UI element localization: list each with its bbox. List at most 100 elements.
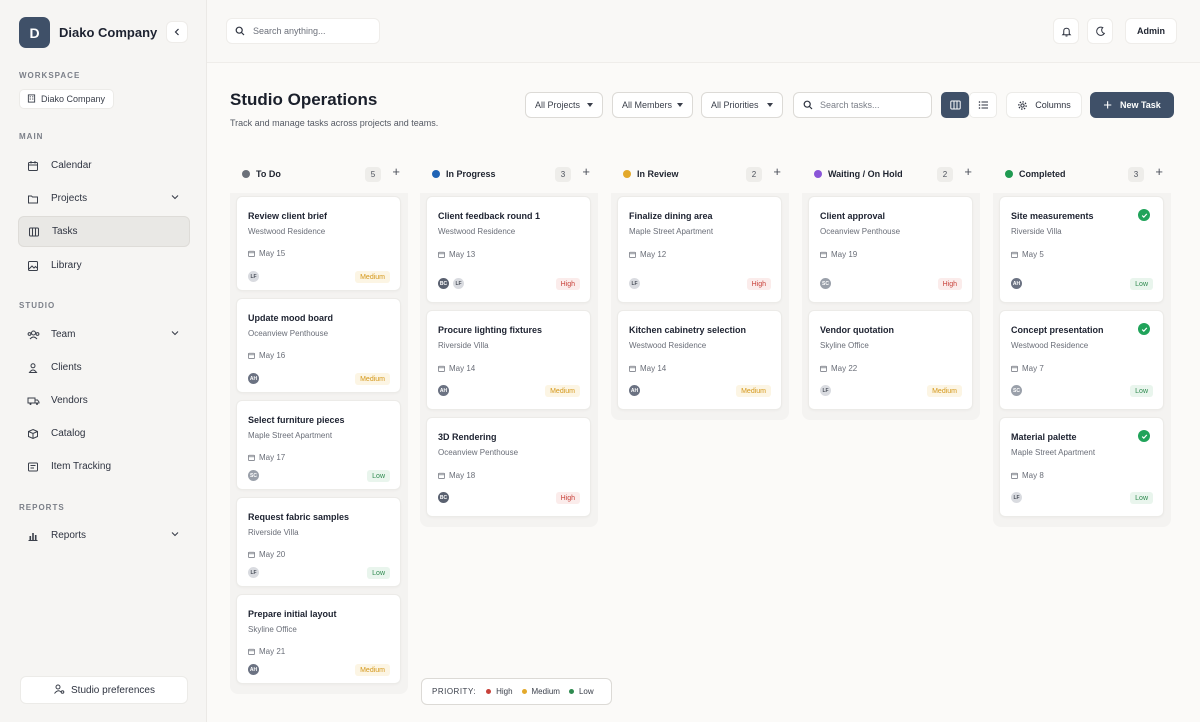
add-task-icon[interactable]: + [1155, 164, 1163, 179]
task-card[interactable]: Procure lighting fixtures Riverside Villa… [426, 310, 591, 410]
calendar-icon [26, 159, 40, 173]
task-due-date: May 20 [248, 550, 285, 559]
sidebar-item-clients[interactable]: Clients [18, 352, 190, 383]
task-title: 3D Rendering [438, 432, 497, 442]
avatar: LF [628, 277, 641, 290]
task-card[interactable]: Client approval Oceanview Penthouse May 19… [808, 196, 973, 303]
task-card[interactable]: Site measurements Riverside Villa May 5 AH L… [999, 196, 1164, 303]
sidebar-item-label: Library [51, 260, 82, 271]
notifications-button[interactable] [1053, 18, 1079, 44]
status-dot [1005, 170, 1013, 178]
theme-toggle-button[interactable] [1087, 18, 1113, 44]
task-card[interactable]: Client feedback round 1 Westwood Residenc… [426, 196, 591, 303]
column-body: Finalize dining area Maple Street Apartme… [611, 193, 789, 420]
column-header: Waiting / On Hold 2 + [802, 155, 980, 193]
task-project: Riverside Villa [438, 341, 489, 350]
low-dot [568, 689, 574, 694]
task-card[interactable]: Concept presentation Westwood Residence Ma… [999, 310, 1164, 410]
projects-filter-label: All Projects [535, 100, 581, 110]
list-view-button[interactable] [969, 92, 997, 118]
add-task-icon[interactable]: + [582, 164, 590, 179]
sidebar-item-item-tracking[interactable]: Item Tracking [18, 451, 190, 482]
task-card[interactable]: Prepare initial layout Skyline Office May … [236, 594, 401, 684]
column-title: In Progress [446, 169, 496, 179]
new-task-button[interactable]: + New Task [1090, 92, 1174, 118]
sidebar-item-tasks[interactable]: Tasks [18, 216, 190, 247]
task-date-text: May 14 [640, 364, 667, 373]
global-search-input[interactable] [253, 26, 363, 36]
task-card[interactable]: Request fabric samples Riverside Villa May… [236, 497, 401, 587]
projects-filter[interactable]: All Projects [525, 92, 603, 118]
sidebar-item-library[interactable]: Library [18, 250, 190, 281]
workspace-label: WORKSPACE [19, 71, 81, 80]
assignees: LF [1010, 491, 1025, 504]
chevron-down-icon[interactable] [170, 328, 180, 338]
sidebar-item-calendar[interactable]: Calendar [18, 150, 190, 181]
task-project: Westwood Residence [1011, 341, 1089, 350]
task-search[interactable] [793, 92, 932, 118]
chevron-down-icon[interactable] [170, 192, 180, 202]
workspace-selector[interactable]: Diako Company [19, 89, 115, 109]
collapse-sidebar-button[interactable] [166, 21, 188, 43]
task-title: Client approval [820, 211, 886, 221]
task-card[interactable]: Update mood board Oceanview Penthouse May … [236, 298, 401, 393]
add-task-icon[interactable]: + [964, 164, 972, 179]
task-date-text: May 15 [259, 249, 286, 258]
task-card[interactable]: Finalize dining area Maple Street Apartme… [617, 196, 782, 303]
board-view-icon [949, 100, 961, 110]
columns-button[interactable]: Columns [1006, 92, 1082, 118]
column-header: In Review 2 + [611, 155, 789, 193]
task-date-text: May 7 [1022, 364, 1044, 373]
task-card[interactable]: Review client brief Westwood Residence May… [236, 196, 401, 291]
sidebar-item-projects[interactable]: Projects [18, 183, 190, 214]
task-due-date: May 7 [1011, 364, 1044, 373]
task-card[interactable]: Kitchen cabinetry selection Westwood Resi… [617, 310, 782, 410]
add-task-icon[interactable]: + [392, 164, 400, 179]
status-dot [814, 170, 822, 178]
task-search-input[interactable] [820, 100, 920, 110]
members-filter[interactable]: All Members [612, 92, 693, 118]
sidebar-item-team[interactable]: Team [18, 319, 190, 350]
assignees: AH [1010, 277, 1025, 290]
task-date-text: May 20 [259, 550, 286, 559]
caret-down-icon [767, 103, 773, 107]
task-date-text: May 14 [449, 364, 476, 373]
sidebar-item-label: Tasks [52, 226, 78, 237]
user-menu-button[interactable]: Admin [1125, 18, 1177, 44]
legend-high-label: High [496, 687, 513, 696]
add-task-icon[interactable]: + [773, 164, 781, 179]
priorities-filter[interactable]: All Priorities [701, 92, 783, 118]
priority-badge: High [555, 492, 580, 504]
sidebar-item-catalog[interactable]: Catalog [18, 418, 190, 449]
task-card[interactable]: Vendor quotation Skyline Office May 22 LF Me… [808, 310, 973, 410]
task-card[interactable]: Material palette Maple Street Apartment Ma… [999, 417, 1164, 517]
priority-badge: High [555, 278, 580, 290]
brand[interactable]: D Diako Company [19, 17, 157, 48]
main-section-label: MAIN [19, 132, 44, 141]
board-view-button[interactable] [941, 92, 969, 118]
sidebar-item-vendors[interactable]: Vendors [18, 385, 190, 416]
task-project: Oceanview Penthouse [820, 227, 901, 236]
calendar-icon [629, 365, 636, 372]
sidebar-item-label: Calendar [51, 160, 92, 171]
column-count-badge: 2 [937, 167, 953, 182]
studio-preferences-button[interactable]: Studio preferences [20, 676, 188, 704]
board-column: In Progress 3 + Client feedback round 1 West… [420, 155, 598, 527]
page-subtitle: Track and manage tasks across projects a… [230, 118, 439, 128]
box-icon [26, 427, 40, 441]
task-due-date: May 16 [248, 351, 285, 360]
calendar-icon [248, 352, 255, 359]
task-card[interactable]: 3D Rendering Oceanview Penthouse May 18 BC H… [426, 417, 591, 517]
global-search[interactable] [226, 18, 380, 44]
task-project: Maple Street Apartment [248, 431, 333, 440]
priority-badge: Low [1130, 278, 1153, 290]
task-project: Westwood Residence [629, 341, 707, 350]
calendar-icon [248, 648, 255, 655]
image-icon [26, 259, 40, 273]
priority-badge: Low [1130, 492, 1153, 504]
avatar: SC [247, 469, 260, 482]
chevron-down-icon[interactable] [170, 529, 180, 539]
assignees: AH [437, 384, 452, 397]
sidebar-item-reports[interactable]: Reports [18, 520, 190, 551]
task-card[interactable]: Select furniture pieces Maple Street Apar… [236, 400, 401, 490]
